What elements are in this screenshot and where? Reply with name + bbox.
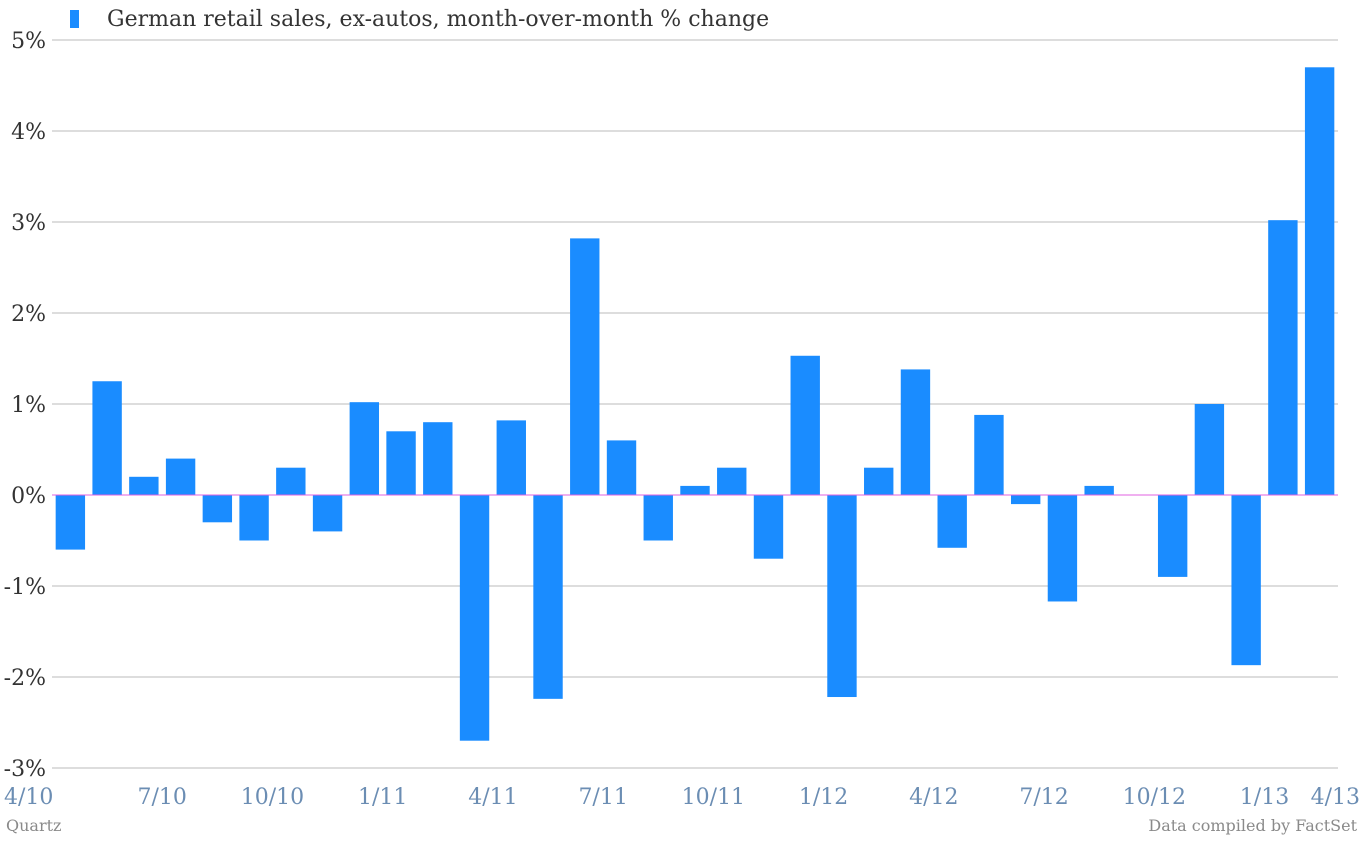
bar [974,414,1004,495]
bar [312,495,343,532]
bar [753,495,784,559]
y-tick-label: 1% [11,393,46,418]
y-tick-label: 4% [11,120,46,145]
x-tick-label: 7/11 [578,785,627,810]
bar [239,495,269,541]
bar [827,495,857,698]
bar [423,422,453,495]
x-tick-label: 4/10 [4,785,53,810]
y-tick-label: 3% [11,211,46,236]
y-tick-label: -1% [4,575,46,600]
x-tick-label: 10/12 [1123,785,1186,810]
bar [92,381,122,495]
bar [459,495,490,741]
y-tick-label: 5% [11,29,46,54]
y-tick-label: -2% [4,666,46,691]
legend: German retail sales, ex-autos, month-ove… [70,4,769,34]
bar [1231,495,1261,666]
source-right: Data compiled by FactSet [1148,816,1357,835]
bar [1047,495,1078,602]
bar [790,355,820,495]
x-tick-label: 1/11 [358,785,407,810]
y-axis-ticks: 5% 4% 3% 2% 1% 0% -1% -2% -3% [4,29,46,782]
bar [1268,220,1298,495]
bar [165,458,196,495]
bar [1010,495,1041,505]
gridlines [52,39,1338,769]
x-tick-label: 4/11 [468,785,517,810]
x-tick-label: 10/10 [241,785,304,810]
bar [606,440,637,495]
x-axis-ticks: 4/10 7/10 10/10 1/11 4/11 7/11 10/11 1/12 4/12 7/… [4,785,1360,810]
bar [129,476,159,495]
bar [1084,485,1114,495]
x-tick-label: 4/12 [909,785,958,810]
x-tick-label: 4/13 [1311,785,1360,810]
bar [1304,67,1335,496]
bar [570,238,600,495]
bar [349,402,380,495]
legend-label: German retail sales, ex-autos, month-ove… [107,6,770,32]
bar [386,431,416,495]
bar [900,369,931,495]
bar [717,467,747,495]
bar [643,495,673,541]
bar [1194,404,1225,495]
y-tick-label: 2% [11,302,46,327]
x-tick-label: 1/13 [1240,785,1289,810]
x-tick-label: 10/11 [682,785,745,810]
x-tick-label: 7/10 [138,785,187,810]
bar [496,420,526,495]
bar [1157,495,1188,577]
x-tick-label: 7/12 [1019,785,1068,810]
x-tick-label: 1/12 [799,785,848,810]
y-tick-label: -3% [4,757,46,782]
bar [202,495,233,523]
legend-swatch [70,10,79,28]
bar [276,467,306,495]
y-tick-label: 0% [11,484,46,509]
bar [937,495,967,548]
bar [55,495,86,550]
bar [680,485,710,495]
source-left: Quartz [6,816,62,835]
bars [55,67,1335,741]
bar [864,467,894,495]
bar [533,495,563,699]
